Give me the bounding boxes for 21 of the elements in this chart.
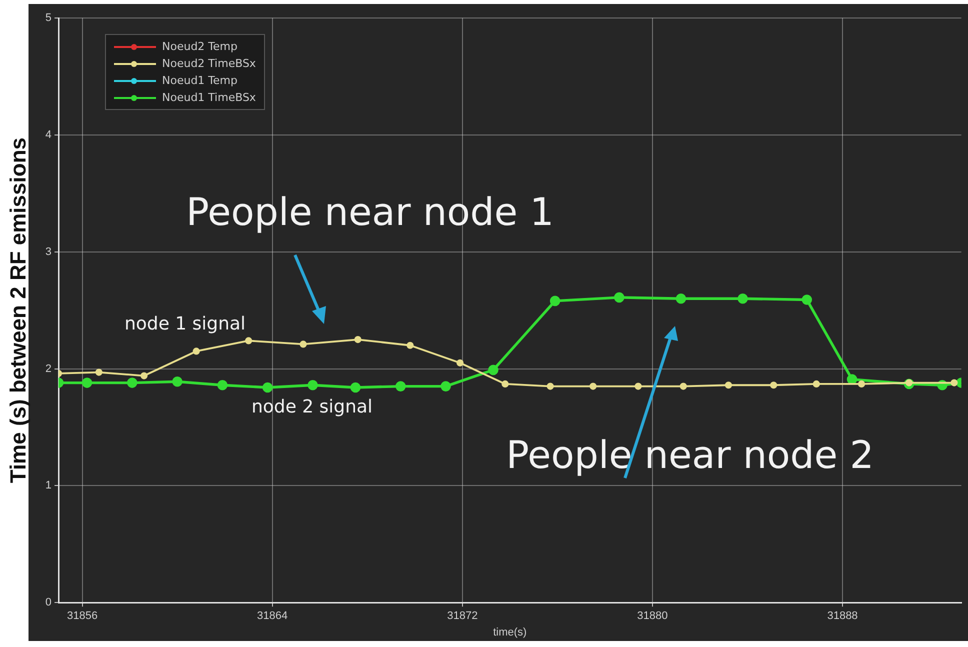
legend-label: Noeud2 Temp [162, 40, 238, 53]
y-tick-label: 1 [45, 480, 52, 492]
annotation: People near node 1 [186, 190, 554, 234]
y-tick-label: 4 [45, 128, 52, 141]
annotation: People near node 2 [506, 432, 874, 477]
annotation: node 1 signal [124, 314, 246, 335]
y-axis-title: Time (s) between 2 RF emissions [5, 138, 30, 484]
y-tick-label: 0 [45, 596, 52, 609]
legend-label: Noeud1 TimeBSx [162, 91, 256, 104]
legend-label: Noeud2 TimeBSx [162, 57, 256, 70]
y-tick-label: 5 [45, 12, 52, 24]
y-tick-label: 3 [45, 246, 52, 258]
x-tick-label: 31864 [257, 610, 288, 622]
annotation: node 2 signal [251, 396, 373, 418]
legend-label: Noeud1 Temp [162, 74, 238, 87]
x-tick-label: 31880 [637, 610, 668, 622]
y-tick-label: 2 [45, 362, 52, 375]
x-axis-title: time(s) [493, 626, 527, 638]
x-tick-label: 31888 [827, 610, 858, 622]
x-tick-label: 31872 [447, 610, 478, 622]
x-tick-label: 31856 [66, 610, 98, 622]
